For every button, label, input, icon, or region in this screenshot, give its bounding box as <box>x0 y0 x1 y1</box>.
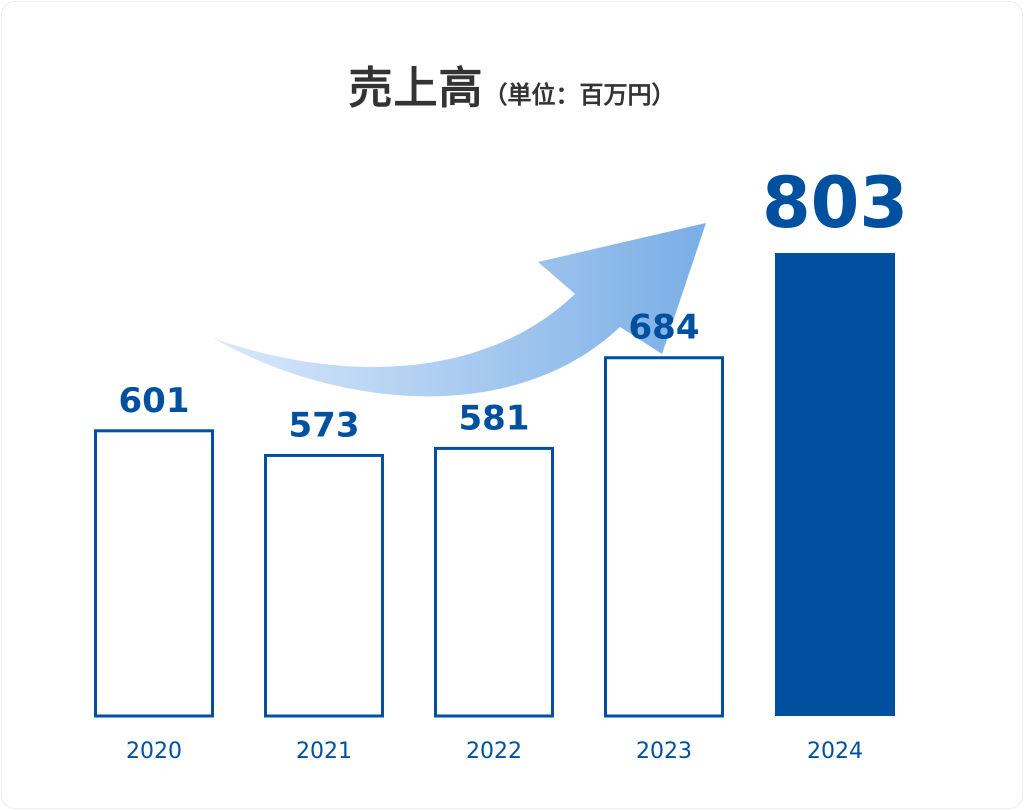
data-label-2022: 581 <box>459 398 530 438</box>
chart-unit: （単位：百万円） <box>483 81 676 109</box>
bar-2020 <box>94 429 214 718</box>
chart-title-block: 売上高（単位：百万円） <box>0 52 1024 116</box>
x-tick-2022: 2022 <box>466 739 522 764</box>
x-tick-2023: 2023 <box>636 739 692 764</box>
trend-arrow-icon <box>213 223 706 397</box>
bar-2023 <box>604 356 724 718</box>
data-label-2021: 573 <box>289 405 360 445</box>
bar-2021 <box>264 453 384 718</box>
chart-title: 売上高 <box>348 63 484 114</box>
x-tick-2024: 2024 <box>807 739 863 764</box>
bar-2024 <box>775 253 895 716</box>
data-label-2023: 684 <box>629 308 700 348</box>
x-tick-2021: 2021 <box>296 739 352 764</box>
x-tick-2020: 2020 <box>126 739 182 764</box>
data-label-2020: 601 <box>119 381 190 421</box>
data-label-2024: 803 <box>762 162 908 244</box>
bar-2022 <box>434 446 554 718</box>
